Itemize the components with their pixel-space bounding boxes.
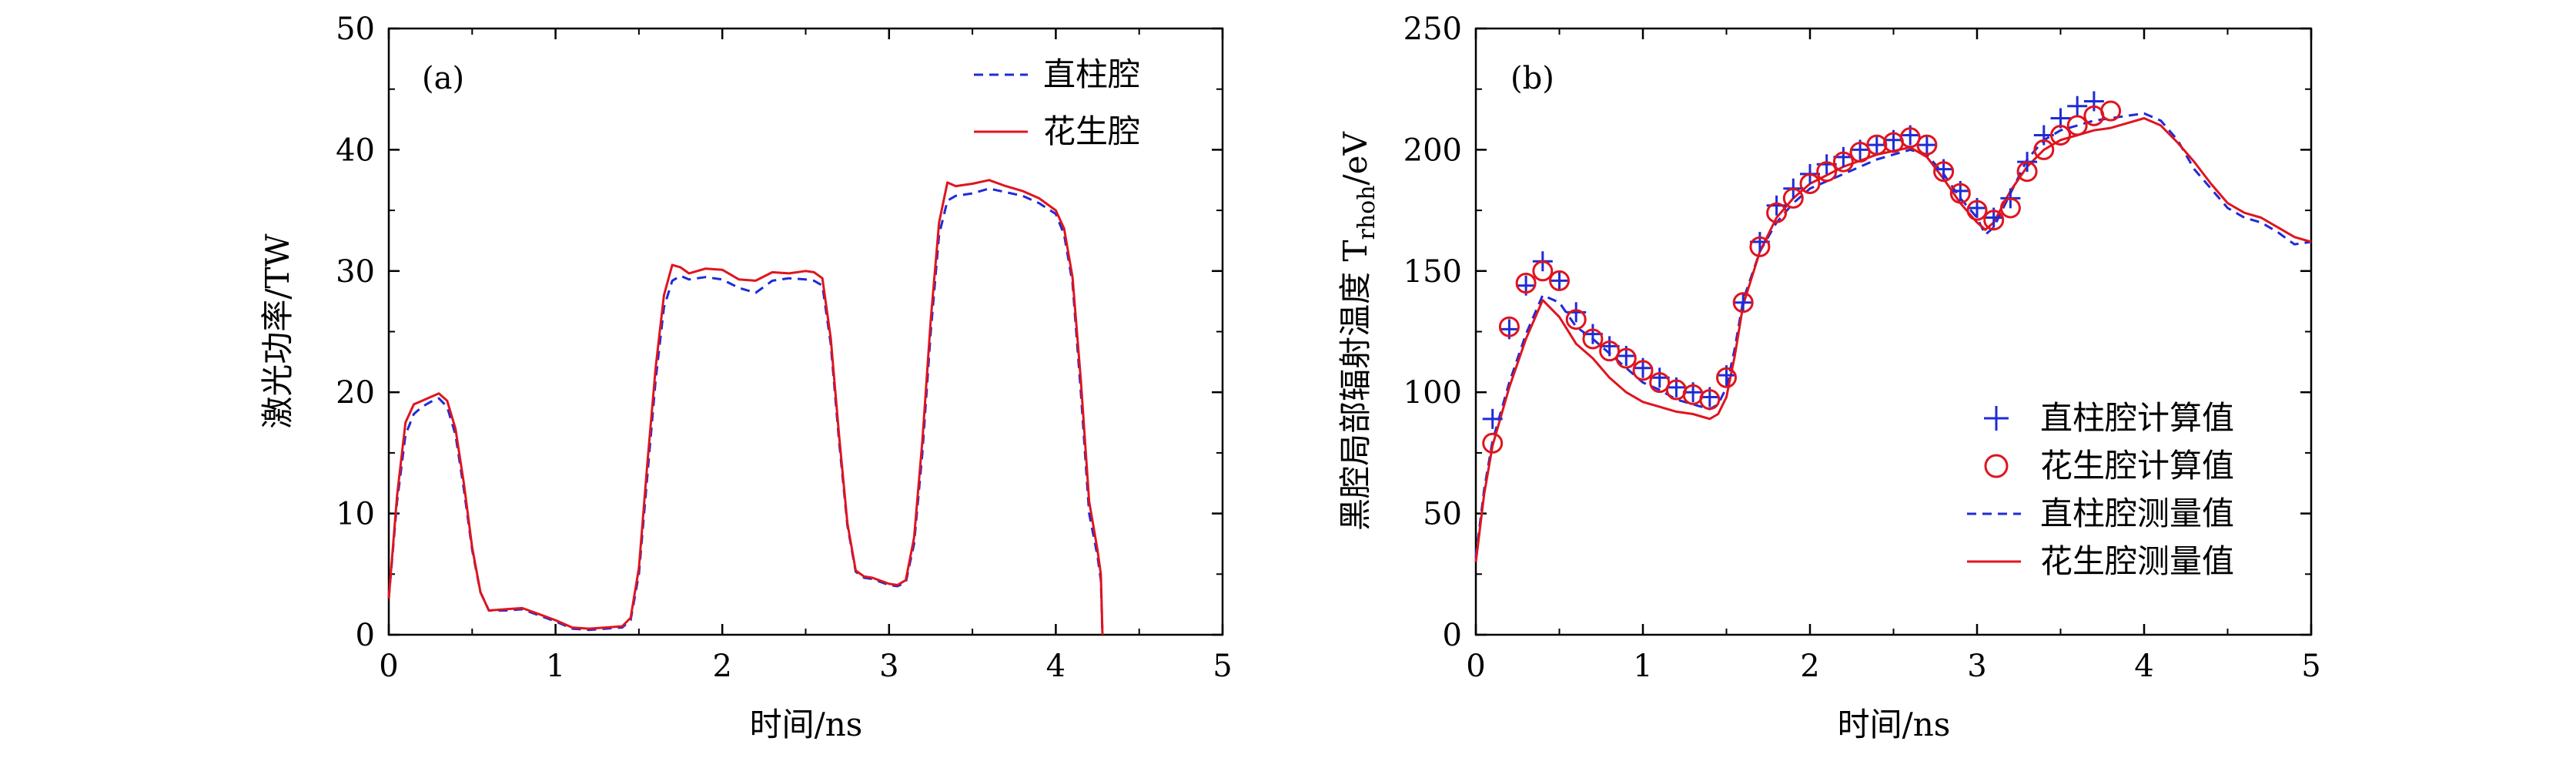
panel-b-series-2-point bbox=[2033, 139, 2055, 160]
panel-b-series-2-point bbox=[1732, 292, 1754, 314]
panel-b-xlabel: 时间/ns bbox=[1838, 706, 1951, 743]
panel-b-series-2-point bbox=[1649, 372, 1671, 394]
panel-b-series-2-point bbox=[1799, 173, 1821, 194]
panel-b-series-2-point bbox=[1615, 347, 1637, 369]
panel-b-ylabel-unit: /eV bbox=[1337, 131, 1374, 185]
panel-a-series-1-line bbox=[387, 187, 1104, 636]
panel-a-ytick-label: 30 bbox=[336, 254, 375, 290]
panel-a-xlabel: 时间/ns bbox=[750, 706, 863, 743]
panel-b-ylabel-sub: rhoh bbox=[1353, 185, 1380, 240]
panel-a-legend: 直柱腔 花生腔 bbox=[974, 55, 1140, 150]
panel-b-ytick-label: 200 bbox=[1403, 132, 1462, 168]
legend-a-series-2: 花生腔 bbox=[1043, 112, 1140, 150]
panel-b-series-2-point bbox=[1599, 340, 1621, 362]
panel-b-series-2-point bbox=[1766, 202, 1788, 223]
panel-b-series-2-point bbox=[1949, 183, 1971, 204]
legend-b-series-1: 直柱腔计算值 bbox=[2040, 399, 2234, 437]
panel-a-ylabel: 激光功率/TW bbox=[259, 233, 296, 429]
panel-b-ytick-label: 250 bbox=[1403, 12, 1462, 47]
panel-a-ytick-label: 50 bbox=[336, 12, 375, 47]
panel-b-series-2-point bbox=[1632, 360, 1654, 381]
panel-b-ytick-label: 0 bbox=[1443, 618, 1462, 653]
panel-b-series-2-point bbox=[1565, 309, 1587, 330]
panel-b-series-2-point bbox=[1866, 134, 1888, 156]
panel-b-xtick-label: 5 bbox=[2301, 649, 2320, 684]
panel-a-ytick-label: 20 bbox=[336, 375, 375, 411]
panel-b-series-2-point bbox=[2016, 161, 2038, 183]
legend-b-series-2: 花生腔计算值 bbox=[2040, 447, 2234, 485]
legend-b-circle-swatch bbox=[1984, 454, 2009, 478]
panel-b-series-2-point bbox=[1832, 151, 1854, 173]
panel-a-series-2-line bbox=[387, 179, 1104, 636]
panel-a-xtick-label: 3 bbox=[879, 649, 898, 684]
panel-b-series-2-point bbox=[1916, 134, 1938, 156]
panel-a-lines bbox=[387, 179, 1104, 636]
panel-b-legend: 直柱腔计算值 花生腔计算值 直柱腔测量值 花生腔测量值 bbox=[1967, 399, 2234, 580]
panel-b-series-1-point bbox=[2067, 96, 2088, 116]
panel-b-series-2-point bbox=[1716, 367, 1737, 388]
panel-a-xtick-label: 5 bbox=[1213, 649, 1232, 684]
panel-b-series-1-point bbox=[1549, 270, 1570, 291]
panel-b-series-1-point bbox=[1733, 292, 1754, 313]
legend-b-series-4: 花生腔测量值 bbox=[2040, 542, 2234, 580]
legend-b-plus-swatch bbox=[1984, 406, 2009, 431]
panel-a-xtick-label: 4 bbox=[1046, 649, 1066, 684]
panel-b-series-2-point bbox=[1782, 187, 1804, 209]
panel-b-series-2-point bbox=[1966, 200, 1988, 221]
panel-b-series-2-point bbox=[1849, 142, 1871, 163]
panel-b-ytick-label: 100 bbox=[1403, 375, 1462, 411]
panel-b-series-1-point bbox=[1482, 408, 1503, 429]
panel-a-xtick-label: 1 bbox=[546, 649, 565, 684]
panel-b-ytick-label: 150 bbox=[1403, 254, 1462, 290]
panel-b-series-2-point bbox=[2066, 115, 2088, 136]
panel-b-series-2-point bbox=[1582, 328, 1604, 350]
panel-b-xtick-label: 3 bbox=[1967, 649, 1986, 684]
panel-b-series-2-point bbox=[1482, 432, 1504, 454]
panel-b-series-2-point bbox=[2050, 125, 2071, 146]
panel-a-label: (a) bbox=[422, 61, 464, 96]
panel-b-series-2-point bbox=[1749, 236, 1771, 257]
panel-a-ytick-label: 0 bbox=[356, 618, 375, 653]
panel-a-ytick-label: 10 bbox=[336, 497, 375, 532]
panel-b-ytick-label: 50 bbox=[1423, 497, 1462, 532]
panel-b-series-2-point bbox=[1983, 210, 2005, 231]
panel-b-series-2-point bbox=[1933, 161, 1955, 183]
panel-b-series-3-line bbox=[1474, 112, 2312, 558]
panel-b-series-2-point bbox=[1999, 197, 2021, 219]
panel-b-series-2-point bbox=[1899, 127, 1921, 149]
panel-b-markers bbox=[1482, 91, 2122, 454]
panel-b-series-2-point bbox=[1498, 316, 1520, 337]
panel-b-series-2-point bbox=[2100, 100, 2122, 122]
panel-a-xtick-label: 2 bbox=[712, 649, 731, 684]
panel-b-xtick-label: 4 bbox=[2134, 649, 2153, 684]
panel-a-ytick-label: 40 bbox=[336, 132, 375, 168]
panel-b-xtick-label: 2 bbox=[1800, 649, 1819, 684]
panel-b-xtick-label: 1 bbox=[1633, 649, 1652, 684]
legend-b-series-3: 直柱腔测量值 bbox=[2040, 495, 2234, 532]
panel-b-series-1-point bbox=[1916, 135, 1937, 156]
panel-b-label: (b) bbox=[1510, 61, 1554, 96]
panel-b-series-2-point bbox=[1515, 273, 1537, 294]
panel-b-series-2-point bbox=[1699, 389, 1721, 411]
panel-b-series-2-point bbox=[1549, 270, 1570, 291]
legend-a-series-1: 直柱腔 bbox=[1043, 55, 1140, 93]
panel-b-series-1-point bbox=[2083, 91, 2104, 112]
panel-b-series-2-point bbox=[1816, 161, 1838, 183]
panel-a-xtick-label: 0 bbox=[379, 649, 398, 684]
panel-b-series-2-point bbox=[1532, 260, 1554, 282]
panel-b-ylabel-main: 黑腔局部辐射温度 T bbox=[1337, 240, 1374, 531]
panel-b-ylabel: 黑腔局部辐射温度 Trhoh/eV bbox=[1337, 131, 1380, 530]
panel-b-xtick-label: 0 bbox=[1466, 649, 1485, 684]
